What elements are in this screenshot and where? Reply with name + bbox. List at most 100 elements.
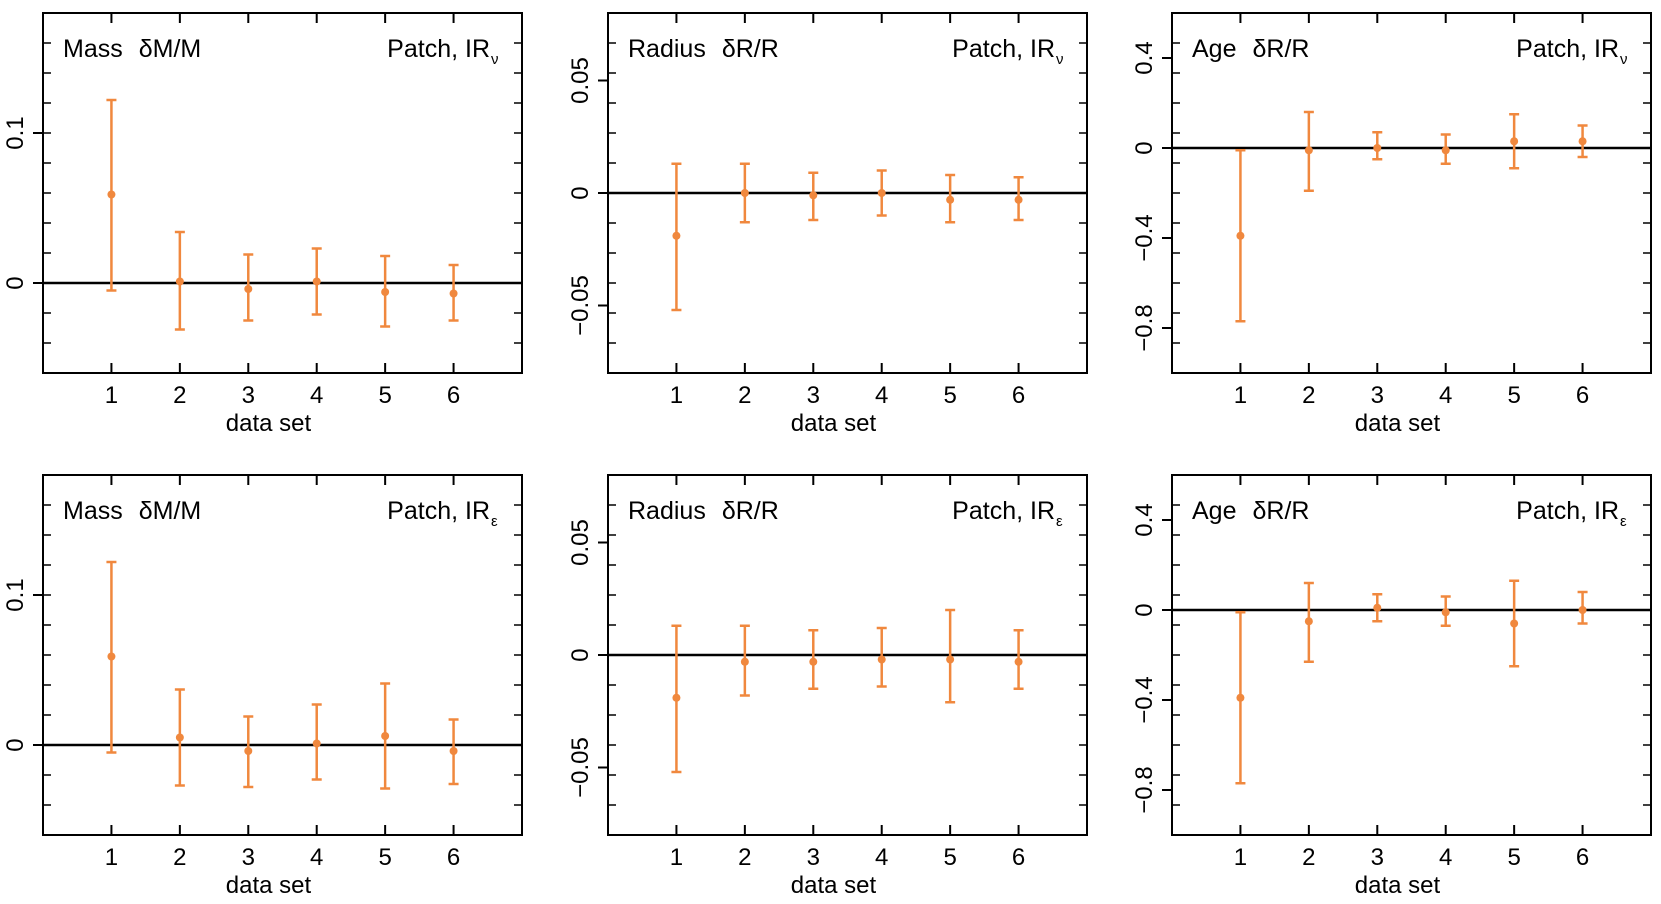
error-bar-3 (1372, 593, 1383, 623)
error-bar-4 (1440, 595, 1451, 627)
error-bar-4 (311, 703, 322, 781)
error-bar-4 (311, 247, 322, 316)
x-tick-label: 1 (1234, 844, 1247, 871)
x-tick-label: 2 (173, 382, 186, 409)
panel-3: 1 2 3 4 5 6 −0.8 −0.4 0 0.4 data set Age δR/R Patch, … (1131, 12, 1652, 437)
x-tick-label: 5 (1507, 382, 1520, 409)
data-point-6 (1578, 606, 1587, 614)
error-bar-3 (243, 715, 254, 789)
data-point-4 (312, 277, 321, 286)
y-tick-label: −0.8 (1131, 304, 1158, 351)
error-bar-4 (876, 626, 887, 688)
x-tick-label: 5 (378, 382, 391, 409)
data-point-5 (381, 288, 390, 296)
error-bar-1 (671, 624, 682, 774)
data-point-1 (107, 190, 116, 199)
symbol-label: δR/R (1252, 497, 1309, 525)
data-point-2 (740, 657, 749, 666)
error-bar-5 (380, 682, 391, 790)
x-tick-label: 3 (1371, 382, 1384, 409)
y-tick-label: 0 (2, 738, 29, 751)
y-tick-label: −0.05 (567, 737, 594, 798)
x-tick-label: 2 (738, 844, 751, 871)
quantity-label: Age (1192, 497, 1236, 525)
error-bar-2 (174, 688, 185, 787)
data-point-1 (107, 652, 116, 661)
x-tick-label: 3 (242, 382, 255, 409)
error-bar-5 (380, 254, 391, 328)
method-subscript: ν (1056, 51, 1064, 68)
x-tick-label: 4 (875, 382, 888, 409)
data-point-3 (809, 657, 818, 666)
error-bar-5 (945, 173, 956, 224)
data-point-2 (1304, 146, 1313, 155)
error-bar-1 (106, 98, 117, 292)
data-point-4 (877, 189, 886, 197)
error-bar-2 (1303, 110, 1314, 192)
y-tick-label: 0 (1131, 141, 1158, 154)
x-tick-label: 5 (943, 382, 956, 409)
quantity-label: Radius (628, 35, 706, 63)
x-tick-label: 5 (943, 844, 956, 871)
error-bar-6 (1577, 590, 1588, 625)
error-bar-4 (876, 169, 887, 217)
x-tick-label: 1 (670, 382, 683, 409)
y-tick-label: 0.4 (1131, 41, 1158, 74)
error-bar-6 (1577, 124, 1588, 159)
data-point-1 (672, 693, 681, 702)
x-axis-label: data set (791, 410, 877, 437)
y-tick-label: −0.4 (1131, 214, 1158, 261)
data-point-6 (1014, 195, 1023, 204)
panel-1: 1 2 3 4 5 6 0 0.1 data set Mass δM/M Patch, IR ν (2, 12, 523, 437)
y-tick-label: 0 (1131, 603, 1158, 616)
x-tick-label: 6 (1576, 382, 1589, 409)
symbol-label: δR/R (1252, 35, 1309, 63)
y-tick-label: 0 (567, 186, 594, 199)
x-tick-label: 6 (1576, 844, 1589, 871)
plot-frame (1171, 12, 1652, 374)
x-axis-label: data set (1355, 872, 1441, 899)
data-point-3 (809, 191, 818, 200)
method-label: Patch, IR (1516, 497, 1619, 525)
data-point-5 (1510, 619, 1519, 628)
error-bar-6 (448, 718, 459, 786)
error-bar-3 (243, 253, 254, 322)
method-label: Patch, IR (387, 497, 490, 525)
data-point-1 (1236, 231, 1245, 240)
data-point-4 (877, 655, 886, 664)
error-bar-3 (1372, 131, 1383, 161)
error-bar-5 (1509, 113, 1520, 170)
panel-5: 1 2 3 4 5 6 −0.05 0 0.05 data set Radius δR/R Patch,… (567, 474, 1088, 899)
x-tick-label: 2 (738, 382, 751, 409)
x-tick-label: 4 (1439, 382, 1452, 409)
panel-4: 1 2 3 4 5 6 0 0.1 data set Mass δM/M Patch, IR ε (2, 474, 523, 899)
method-label: Patch, IR (952, 497, 1055, 525)
error-bar-6 (1013, 176, 1024, 222)
x-tick-label: 3 (1371, 844, 1384, 871)
data-point-1 (1236, 693, 1245, 702)
panel-6: 1 2 3 4 5 6 −0.8 −0.4 0 0.4 data set Age δR/R Patch, … (1131, 474, 1652, 899)
method-subscript: ε (491, 513, 498, 530)
x-tick-label: 3 (242, 844, 255, 871)
x-tick-label: 4 (310, 382, 323, 409)
x-tick-label: 6 (447, 844, 460, 871)
error-bar-5 (1509, 579, 1520, 668)
symbol-label: δR/R (722, 497, 779, 525)
x-tick-label: 6 (447, 382, 460, 409)
data-point-5 (946, 195, 955, 204)
data-point-4 (1441, 146, 1450, 155)
x-tick-label: 1 (670, 844, 683, 871)
x-tick-label: 2 (1302, 844, 1315, 871)
y-tick-label: 0 (567, 648, 594, 661)
x-tick-label: 3 (807, 382, 820, 409)
data-point-2 (175, 733, 184, 742)
method-subscript: ε (1620, 513, 1627, 530)
method-label: Patch, IR (387, 35, 490, 63)
symbol-label: δM/M (139, 497, 202, 525)
error-bar-1 (1235, 149, 1246, 323)
x-axis-label: data set (791, 872, 877, 899)
method-label: Patch, IR (1516, 35, 1619, 63)
quantity-label: Radius (628, 497, 706, 525)
